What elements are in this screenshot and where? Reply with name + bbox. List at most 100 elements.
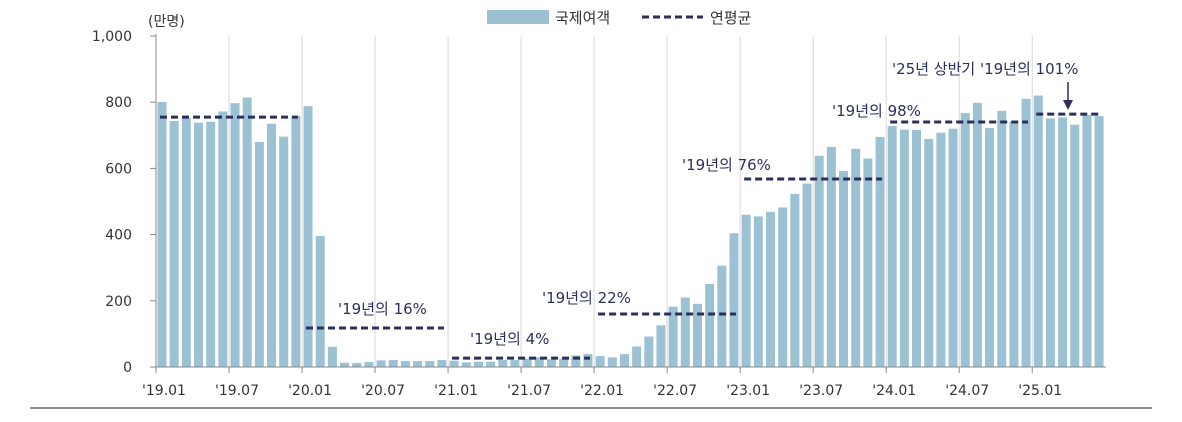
y-tick-label: 800 xyxy=(105,95,132,111)
bar xyxy=(619,354,629,367)
bar xyxy=(632,346,642,367)
bar xyxy=(790,193,800,367)
bar xyxy=(364,362,374,367)
bar xyxy=(1045,118,1055,367)
bar xyxy=(607,357,617,367)
average-label: '25년 상반기 '19년의 101% xyxy=(892,60,1078,78)
bar xyxy=(437,360,447,367)
bar xyxy=(327,346,337,367)
legend: 국제여객 연평균 xyxy=(487,9,752,27)
bar xyxy=(473,361,483,367)
x-tick-label: '20.07 xyxy=(361,383,405,399)
bar xyxy=(218,111,228,367)
bar xyxy=(449,360,459,367)
bar xyxy=(644,336,654,367)
bar xyxy=(656,325,666,367)
bar xyxy=(1058,117,1068,368)
average-label: '19년의 4% xyxy=(470,330,549,348)
bar xyxy=(814,155,824,367)
bar xyxy=(534,357,544,367)
bar xyxy=(388,360,398,367)
bar xyxy=(169,121,179,367)
legend-line-label: 연평균 xyxy=(710,9,752,27)
x-tick-label: '24.07 xyxy=(945,383,989,399)
bar xyxy=(887,126,897,367)
y-tick-label: 400 xyxy=(105,228,132,244)
x-tick-label: '22.01 xyxy=(580,383,624,399)
bar xyxy=(267,123,277,367)
bar xyxy=(559,358,569,367)
bar xyxy=(571,355,581,367)
bar xyxy=(899,129,909,367)
bar xyxy=(352,363,362,367)
bar xyxy=(522,358,532,367)
bar xyxy=(717,265,727,367)
bar xyxy=(376,360,386,367)
x-tick-label: '19.07 xyxy=(215,383,259,399)
bar xyxy=(826,146,836,367)
bar xyxy=(498,360,508,367)
bar xyxy=(839,171,849,367)
bar xyxy=(668,306,678,367)
bar xyxy=(400,361,410,367)
y-tick-label: 1,000 xyxy=(92,29,132,45)
bar xyxy=(875,136,885,367)
bar xyxy=(1094,116,1104,368)
grid xyxy=(228,36,1033,367)
bar xyxy=(753,216,763,367)
bar xyxy=(680,297,690,367)
bar xyxy=(303,106,313,367)
bar xyxy=(1009,121,1019,367)
average-lines: '19년의 16% '19년의 4% '19년의 22% '19년의 76% '19년의… xyxy=(160,60,1102,360)
bar xyxy=(936,132,946,367)
bar xyxy=(315,235,325,367)
bar xyxy=(912,130,922,367)
bar xyxy=(692,303,702,367)
bar xyxy=(802,183,812,367)
bar xyxy=(1082,115,1092,367)
average-label: '19년의 76% xyxy=(682,156,771,174)
bar xyxy=(595,356,605,367)
average-label: '19년의 16% xyxy=(338,300,427,318)
x-tick-label: '25.01 xyxy=(1018,383,1062,399)
bar xyxy=(766,211,775,367)
average-label: '19년의 22% xyxy=(542,289,631,307)
x-tick-label: '24.01 xyxy=(872,383,916,399)
bar xyxy=(413,361,423,367)
bar xyxy=(242,97,252,367)
bar xyxy=(206,121,216,367)
bar xyxy=(948,128,958,367)
bar xyxy=(997,110,1007,367)
bar xyxy=(461,362,471,367)
x-tick-label: '21.01 xyxy=(434,383,478,399)
bar xyxy=(1033,95,1043,367)
y-tick-label: 200 xyxy=(105,294,132,310)
bar xyxy=(778,207,788,367)
bar xyxy=(425,361,435,367)
y-tick-label: 0 xyxy=(123,360,132,376)
bar xyxy=(546,359,556,367)
y-unit-label: (만명) xyxy=(148,14,185,30)
bar xyxy=(181,118,191,367)
legend-bar-swatch xyxy=(487,10,549,24)
bar xyxy=(705,283,715,367)
bar xyxy=(729,233,739,367)
axes: '19.01 '19.07 '20.01 '20.07 '21.01 '21.07 '22.… xyxy=(92,29,1106,399)
bars xyxy=(157,95,1104,368)
bar xyxy=(194,122,204,367)
bar xyxy=(230,103,240,368)
bar xyxy=(863,158,873,367)
bar xyxy=(486,361,496,367)
average-label: '19년의 98% xyxy=(832,102,921,120)
x-tick-label: '23.07 xyxy=(799,383,843,399)
y-tick-label: 600 xyxy=(105,161,132,177)
bar xyxy=(254,141,264,367)
arrow-head-icon xyxy=(1063,100,1073,110)
x-tick-label: '21.07 xyxy=(507,383,551,399)
bar xyxy=(279,136,289,367)
bar xyxy=(851,148,861,367)
bar xyxy=(972,102,982,367)
bar xyxy=(1021,98,1031,367)
x-tick-label: '20.01 xyxy=(288,383,332,399)
legend-bar-label: 국제여객 xyxy=(555,9,610,27)
